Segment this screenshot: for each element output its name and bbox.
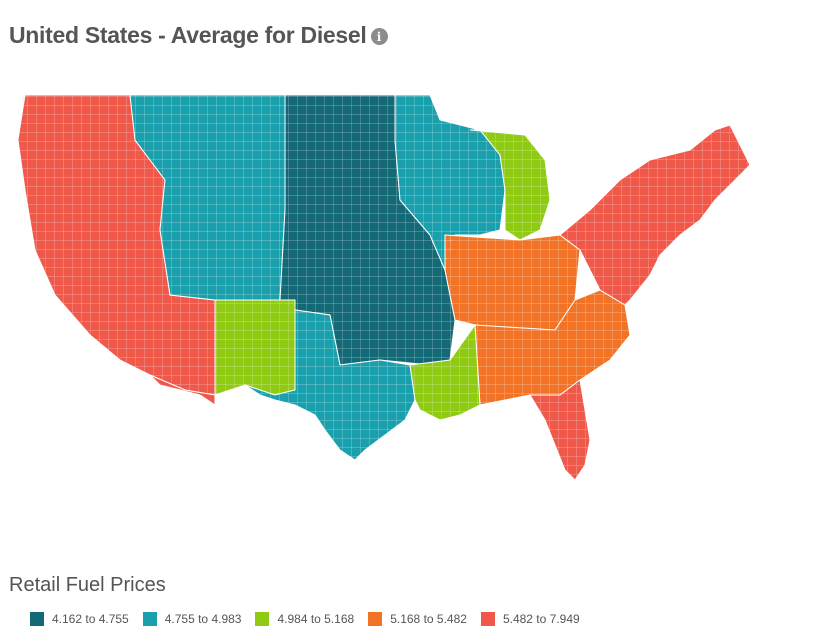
legend-swatch (480, 612, 495, 626)
map-container (0, 60, 820, 500)
legend-swatch (30, 612, 44, 626)
legend-item[interactable]: 5.482 to 7.949 (480, 612, 580, 626)
info-icon[interactable]: i (370, 28, 388, 45)
legend-label: 5.482 to 7.949 (502, 612, 580, 626)
legend-label: 4.984 to 5.168 (277, 612, 355, 626)
map-region-northeast[interactable] (559, 124, 751, 306)
legend-title: Retail Fuel Prices (9, 574, 166, 596)
map-region-colorado[interactable] (214, 299, 296, 396)
legend-swatch (255, 612, 270, 626)
us-county-map (17, 94, 751, 481)
page-title: United States - Average for Diesel (9, 22, 367, 48)
legend: 4.162 to 4.755 4.755 to 4.983 4.984 to 5… (30, 612, 594, 626)
legend-swatch (142, 612, 157, 626)
legend-swatch (368, 612, 383, 626)
legend-item[interactable]: 4.755 to 4.983 (142, 612, 242, 626)
legend-item[interactable]: 4.162 to 4.755 (30, 612, 129, 626)
map-region-florida[interactable] (529, 379, 591, 481)
legend-item[interactable]: 4.984 to 5.168 (255, 612, 354, 626)
legend-label: 4.162 to 4.755 (52, 612, 129, 626)
legend-label: 5.168 to 5.482 (390, 612, 467, 626)
title-row: United States - Average for Diesel i (9, 22, 388, 49)
legend-item[interactable]: 5.168 to 5.482 (368, 612, 467, 626)
legend-label: 4.755 to 4.983 (164, 612, 242, 626)
map-region-ohio-valley[interactable] (444, 234, 581, 331)
